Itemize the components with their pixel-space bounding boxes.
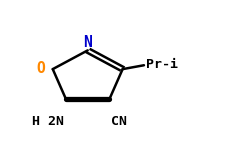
Text: Pr-i: Pr-i <box>146 58 178 71</box>
Text: H 2N: H 2N <box>32 115 64 128</box>
Text: CN: CN <box>111 115 127 128</box>
Text: O: O <box>36 61 45 76</box>
Text: N: N <box>83 35 92 50</box>
